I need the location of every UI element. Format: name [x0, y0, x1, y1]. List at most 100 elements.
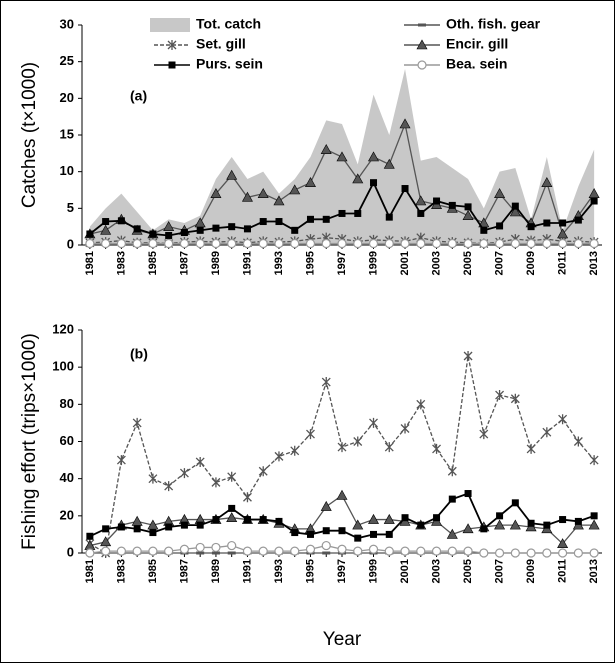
marker [85, 548, 95, 558]
marker [542, 548, 552, 558]
marker [557, 538, 569, 549]
marker [464, 490, 472, 498]
marker [132, 546, 142, 556]
marker [243, 516, 251, 524]
marker [226, 512, 238, 522]
marker [509, 519, 521, 530]
y-tick-label: 20 [60, 90, 74, 105]
y-axis-title: Catches (t×1000) [19, 62, 40, 208]
x-tick-label: 1987 [178, 559, 190, 583]
marker [291, 226, 299, 234]
marker [494, 188, 506, 198]
marker [226, 169, 238, 180]
marker [259, 218, 267, 226]
marker [227, 551, 236, 555]
legend-label: Oth. fish. gear [446, 16, 541, 32]
marker [463, 546, 473, 556]
marker [542, 238, 552, 249]
marker [305, 238, 316, 249]
marker [85, 238, 95, 249]
marker [133, 525, 141, 533]
marker [290, 546, 300, 556]
y-tick-label: 100 [52, 359, 74, 374]
marker [322, 527, 330, 535]
marker [336, 151, 348, 162]
marker [370, 179, 378, 187]
x-tick-label: 1981 [84, 251, 96, 275]
marker [101, 238, 111, 249]
marker [417, 60, 427, 70]
marker [100, 224, 112, 235]
marker [165, 523, 173, 531]
marker [321, 238, 331, 249]
legend-label: Tot. catch [196, 16, 261, 32]
marker [337, 544, 347, 554]
marker [510, 548, 520, 558]
marker [494, 548, 505, 558]
marker [321, 540, 331, 551]
marker [353, 238, 363, 249]
marker [384, 442, 394, 453]
marker [559, 219, 567, 227]
marker [117, 217, 125, 225]
y-tick-label: 80 [60, 396, 74, 411]
marker [211, 477, 221, 488]
marker [306, 530, 314, 538]
marker [446, 528, 458, 539]
marker [447, 466, 457, 477]
marker [241, 191, 253, 202]
marker [543, 521, 551, 529]
legend-swatch [150, 18, 190, 32]
marker [164, 481, 174, 492]
marker [228, 223, 236, 231]
marker [573, 436, 583, 447]
marker [257, 188, 269, 198]
marker [258, 238, 268, 249]
marker [274, 546, 284, 556]
marker [464, 203, 472, 211]
marker [368, 238, 379, 249]
x-tick-label: 2007 [493, 251, 505, 275]
marker [447, 238, 457, 249]
marker [559, 516, 567, 524]
marker [479, 238, 489, 249]
legend-label: Purs. sein [196, 56, 263, 72]
y-tick-label: 10 [60, 163, 74, 178]
marker [180, 521, 188, 529]
y-tick-label: 15 [60, 126, 74, 141]
x-tick-label: 1995 [304, 559, 316, 583]
marker [431, 546, 442, 556]
marker [179, 544, 190, 554]
marker [557, 228, 569, 239]
marker [210, 188, 222, 198]
marker [228, 504, 236, 512]
x-tick-label: 2001 [399, 251, 411, 275]
marker [273, 195, 285, 206]
marker [543, 219, 551, 227]
marker [496, 222, 504, 230]
y-tick-label: 20 [60, 507, 74, 522]
marker [227, 540, 237, 551]
marker [164, 238, 174, 249]
marker [558, 414, 568, 425]
marker [148, 473, 158, 484]
marker [242, 492, 252, 503]
marker [479, 548, 489, 558]
marker [494, 519, 506, 530]
marker [400, 546, 410, 556]
marker [463, 238, 473, 249]
marker [304, 177, 316, 187]
marker [306, 215, 314, 223]
marker [496, 512, 504, 520]
marker [384, 546, 394, 556]
marker [290, 238, 300, 249]
x-tick-label: 2003 [430, 251, 442, 275]
x-tick-label: 1985 [147, 251, 159, 275]
marker [416, 238, 426, 249]
marker [117, 523, 125, 531]
marker [195, 456, 205, 467]
x-tick-label: 2003 [430, 559, 442, 583]
x-tick-label: 1981 [84, 559, 96, 583]
marker [589, 548, 599, 558]
marker [132, 417, 142, 428]
